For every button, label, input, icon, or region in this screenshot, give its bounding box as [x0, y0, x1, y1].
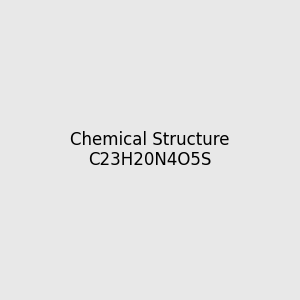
Text: Chemical Structure
C23H20N4O5S: Chemical Structure C23H20N4O5S	[70, 130, 230, 170]
